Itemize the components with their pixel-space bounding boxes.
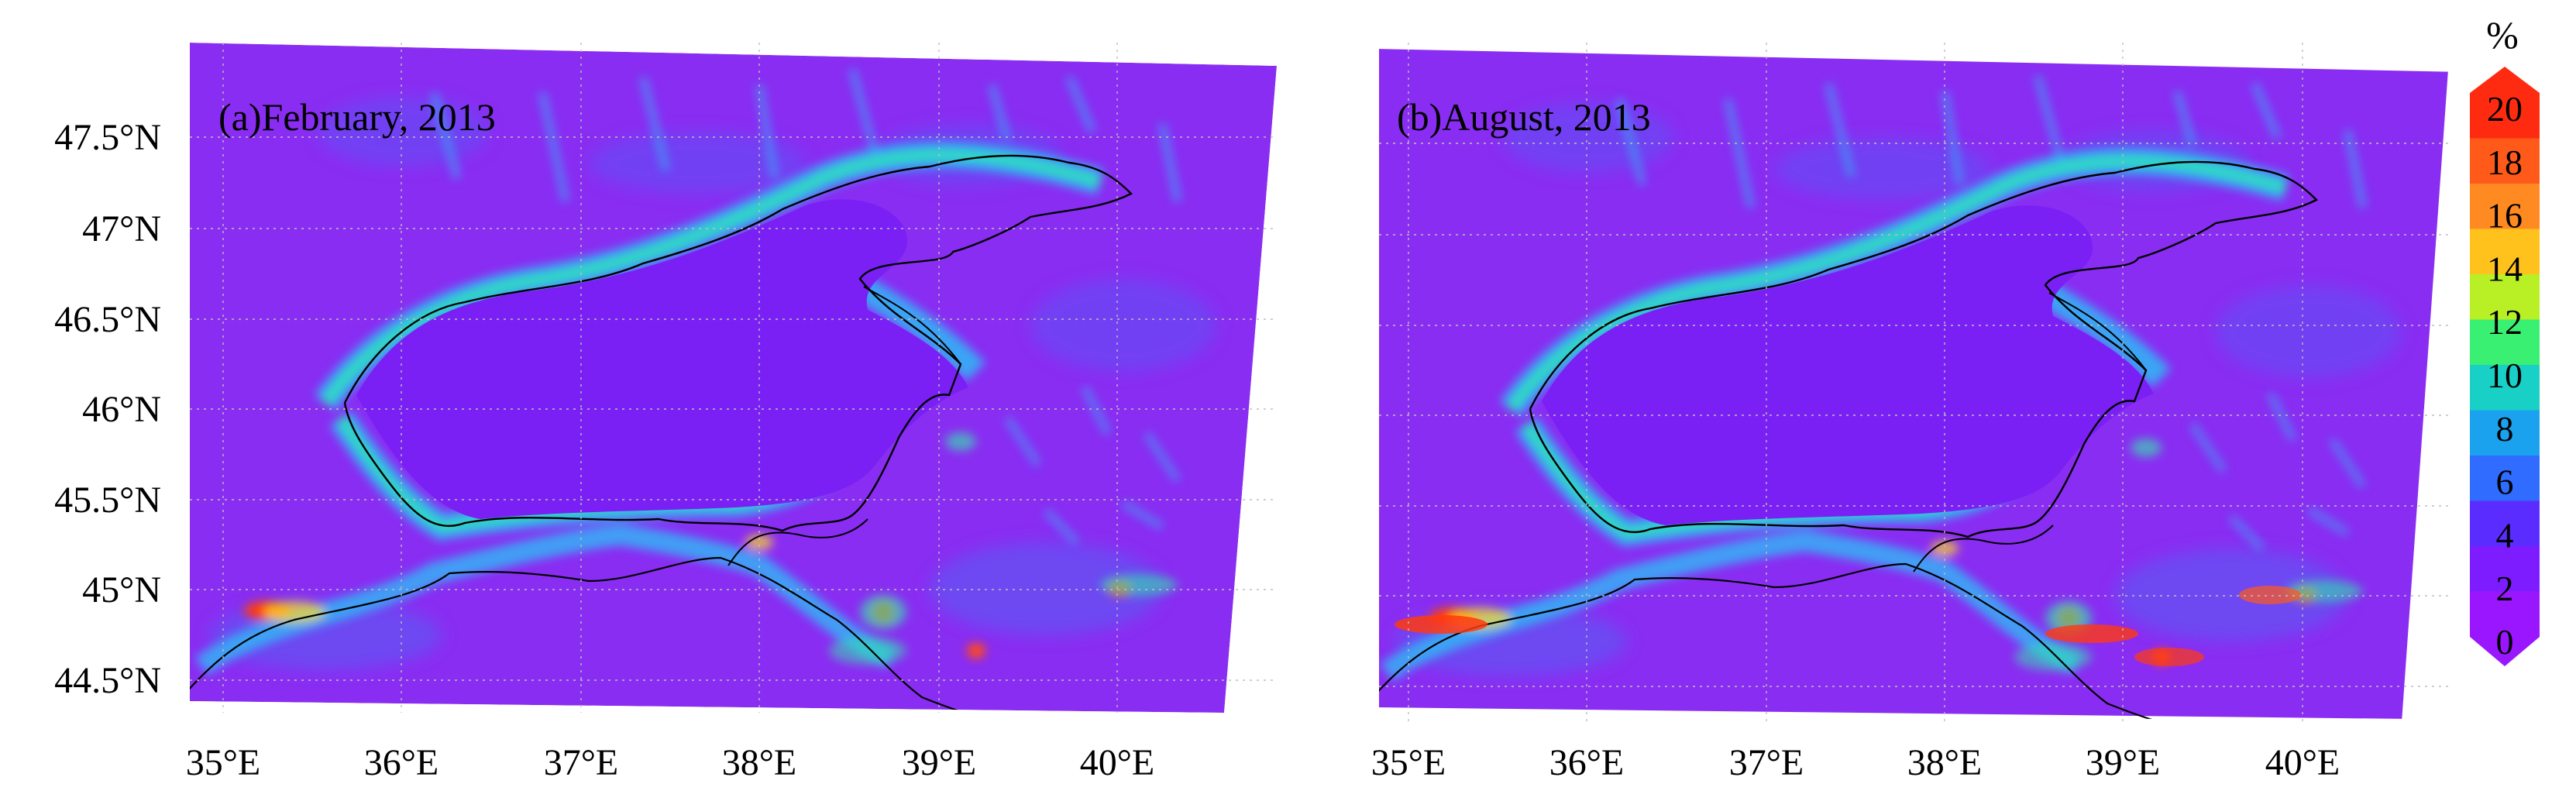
panel-b-x-tick-5: 40°E <box>2265 742 2340 783</box>
panel-a-y-tick-2: 46.5°N <box>54 299 161 340</box>
colorbar-tick-10: 0 <box>2496 622 2514 662</box>
panel-a-label: (a)February, 2013 <box>218 95 496 139</box>
colorbar-segment-7 <box>2470 410 2540 456</box>
panel-a-grid <box>190 43 1277 713</box>
colorbar-tick-4: 12 <box>2487 302 2523 342</box>
colorbar-tick-5: 10 <box>2487 356 2523 395</box>
colorbar-segment-8 <box>2470 456 2540 501</box>
panel-a-x-tick-3: 38°E <box>722 742 797 783</box>
colorbar-tick-0: 20 <box>2487 89 2523 129</box>
panel-b-x-ticks: 35°E 36°E 37°E 38°E 39°E 40°E <box>1371 742 2340 783</box>
colorbar-segment-5 <box>2470 319 2540 366</box>
panel-a-y-tick-4: 45.5°N <box>54 480 161 521</box>
panel-a-x-tick-2: 37°E <box>544 742 619 783</box>
colorbar-tick-2: 16 <box>2487 196 2523 236</box>
colorbar-tick-1: 18 <box>2487 143 2523 182</box>
panel-a-y-tick-5: 45°N <box>82 569 161 610</box>
colorbar-tick-9: 2 <box>2496 569 2514 608</box>
colorbar-segment-6 <box>2470 365 2540 411</box>
colorbar <box>2470 67 2540 666</box>
panel-a-x-tick-0: 35°E <box>186 742 261 783</box>
panel-a-x-tick-1: 36°E <box>364 742 439 783</box>
panel-a-field <box>178 43 1277 732</box>
panel-b-x-tick-3: 38°E <box>1907 742 1983 783</box>
panel-b-x-tick-1: 36°E <box>1549 742 1625 783</box>
colorbar-segment-2 <box>2470 184 2540 229</box>
panel-a-x-tick-4: 39°E <box>902 742 977 783</box>
panel-b-x-tick-2: 37°E <box>1729 742 1804 783</box>
colorbar-top-arrow <box>2470 67 2540 93</box>
panel-b-x-tick-0: 35°E <box>1371 742 1446 783</box>
panel-a-y-tick-6: 44.5°N <box>54 660 161 701</box>
colorbar-unit: % <box>2486 13 2519 57</box>
colorbar-segment-10 <box>2470 546 2540 592</box>
panel-a-map <box>178 43 1277 732</box>
panel-b-x-tick-4: 39°E <box>2086 742 2161 783</box>
colorbar-segment-9 <box>2470 500 2540 547</box>
colorbar-segment-1 <box>2470 138 2540 184</box>
colorbar-segment-0 <box>2470 93 2540 139</box>
colorbar-segment-4 <box>2470 274 2540 320</box>
panel-a-y-tick-1: 47°N <box>82 208 161 249</box>
colorbar-tick-6: 8 <box>2496 409 2514 449</box>
panel-a-x-tick-5: 40°E <box>1080 742 1155 783</box>
panel-a-y-tick-3: 46°N <box>82 389 161 430</box>
panel-a-y-tick-0: 47.5°N <box>54 117 161 158</box>
panel-b-label: (b)August, 2013 <box>1397 95 1651 139</box>
panel-b-field <box>1364 49 2462 738</box>
panel-b-map <box>1364 49 2462 738</box>
colorbar-segment-11 <box>2470 591 2540 638</box>
panel-b-grid <box>1379 43 2448 722</box>
colorbar-segment-3 <box>2470 229 2540 275</box>
colorbar-bottom-arrow <box>2470 637 2540 666</box>
panel-a-x-ticks: 35°E 36°E 37°E 38°E 39°E 40°E <box>186 742 1155 783</box>
colorbar-tick-8: 4 <box>2496 515 2514 555</box>
panel-a-y-ticks: 47.5°N 47°N 46.5°N 46°N 45.5°N 45°N 44.5°N <box>54 117 161 701</box>
colorbar-tick-7: 6 <box>2496 463 2514 502</box>
colorbar-tick-3: 14 <box>2487 249 2523 288</box>
